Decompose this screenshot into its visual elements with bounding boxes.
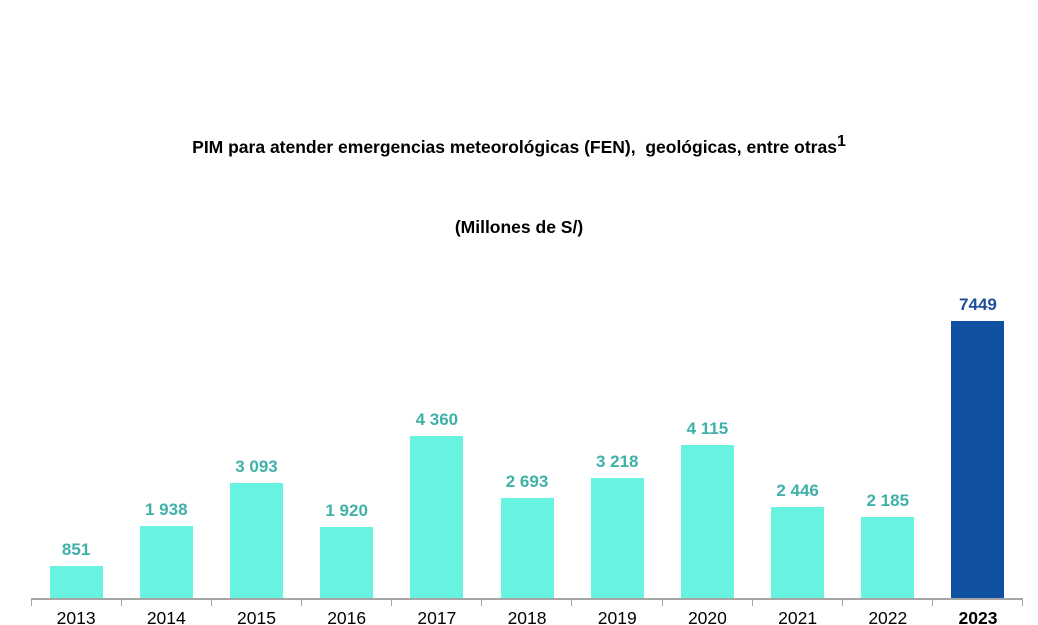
x-axis-tick: [301, 600, 303, 606]
x-axis-label-2015: 2015: [237, 608, 276, 625]
x-axis-tick: [571, 600, 573, 606]
bar-value-label-2022: 2 185: [866, 491, 910, 510]
bar-chart: 851 1 938 3 093 1 920 4 360 2 693 3 218 4 115 2 …: [31, 295, 1023, 625]
bar-2016: [320, 527, 374, 598]
bar-column-2017: 4 360: [392, 410, 482, 598]
x-axis-label-2021: 2021: [778, 608, 818, 625]
bar-2015: [229, 483, 283, 598]
bar-column-2021: 2 446: [753, 481, 843, 598]
bar-column-2015: 3 093: [211, 457, 301, 598]
bar-column-2020: 4 115: [662, 419, 752, 598]
bar-column-2023: 7449: [933, 295, 1023, 598]
bar-value-label-2013: 851: [61, 540, 91, 559]
bar-value-label-2014: 1 938: [145, 500, 188, 519]
bar-value-label-2015: 3 093: [235, 457, 278, 476]
bar-value-label-2020: 4 115: [686, 419, 729, 438]
x-axis-tick: [211, 600, 213, 606]
x-axis-tick: [31, 600, 32, 606]
plot-area: 851 1 938 3 093 1 920 4 360 2 693 3 218 4 115 2 …: [31, 295, 1023, 600]
chart-subtitle: (Millones de S/): [454, 217, 584, 237]
x-axis-label-2017: 2017: [417, 608, 457, 625]
bar-2022: [861, 517, 915, 598]
x-axis-label-2013: 2013: [56, 608, 96, 625]
bar-value-label-2021: 2 446: [776, 481, 819, 500]
bar-column-2016: 1 920: [302, 501, 392, 598]
x-axis-labels: 2013 2014 2015 2016 2017 2018 2019 2020 2021 2022…: [31, 608, 1023, 625]
bar-value-label-2017: 4 360: [415, 410, 459, 429]
bar-column-2013: 851: [31, 540, 121, 598]
chart-title-text: PIM para atender emergencias meteorológi…: [192, 137, 837, 157]
x-axis-tick: [841, 600, 843, 606]
bar-column-2019: 3 218: [572, 452, 662, 598]
x-axis-label-2016: 2016: [327, 608, 367, 625]
bar-2017: [410, 436, 464, 598]
bar-column-2022: 2 185: [843, 491, 933, 598]
bar-2019: [590, 478, 644, 598]
bar-2018: [500, 498, 554, 598]
bar-value-label-2019: 3 218: [595, 452, 639, 471]
bar-2023: [951, 321, 1005, 598]
x-axis-label-2022: 2022: [868, 608, 908, 625]
x-axis-tick: [931, 600, 933, 606]
bar-2021: [771, 507, 825, 598]
bar-2013: [49, 566, 103, 598]
bar-value-label-2016: 1 920: [325, 501, 368, 520]
x-axis-tick: [481, 600, 483, 606]
bar-column-2014: 1 938: [121, 500, 211, 598]
x-axis-tick: [121, 600, 123, 606]
x-axis-label-2023: 2023: [958, 608, 998, 625]
bar-value-label-2023: 7449: [959, 295, 997, 314]
x-axis-tick: [751, 600, 753, 606]
x-axis-label-2018: 2018: [507, 608, 547, 625]
bar-column-2018: 2 693: [482, 472, 572, 598]
x-axis-tick: [1021, 600, 1023, 606]
chart-title-line1: PIM para atender emergencias meteorológi…: [0, 133, 1038, 162]
bar-2020: [680, 445, 734, 598]
x-axis-tick: [661, 600, 663, 606]
x-axis-label-2020: 2020: [687, 608, 727, 625]
bar-value-label-2018: 2 693: [505, 472, 549, 491]
chart-title: PIM para atender emergencias meteorológi…: [0, 82, 1038, 266]
x-axis-ticks: [31, 600, 1023, 606]
x-axis-label-2019: 2019: [597, 608, 637, 625]
x-axis-label-2014: 2014: [146, 608, 186, 625]
bar-2014: [139, 526, 193, 598]
chart-title-superscript: 1: [836, 133, 846, 150]
x-axis-tick: [391, 600, 393, 606]
